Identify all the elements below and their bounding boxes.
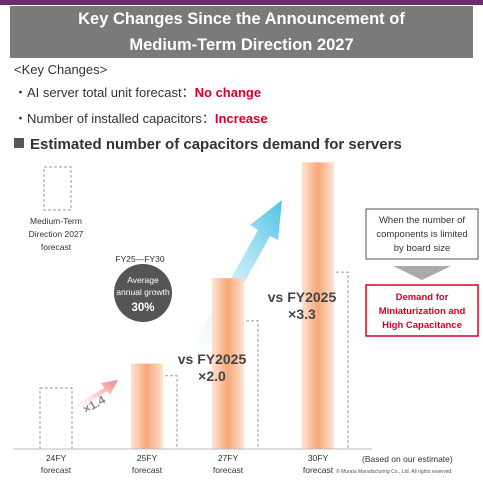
- x-tick-label: 25FY: [137, 453, 158, 463]
- copyright-footer: © Murata Manufacturing Co., Ltd. All rig…: [336, 468, 453, 475]
- multiplier-value: ×2.0: [198, 368, 226, 384]
- key-change-value: Increase: [214, 111, 268, 126]
- growth-circle: [114, 264, 172, 322]
- legend-label-line: forecast: [41, 242, 72, 252]
- info-box: [365, 208, 479, 260]
- info-box-line: components is limited: [376, 229, 467, 240]
- x-tick-label: forecast: [303, 465, 334, 475]
- x-tick-label: forecast: [213, 465, 244, 475]
- x-tick-label: 24FY: [46, 453, 67, 463]
- capacitor-demand-bar: [39, 387, 73, 450]
- section-title: Estimated number of capacitors demand fo…: [14, 136, 402, 153]
- result-box: [365, 284, 479, 337]
- result-box-line: Demand for: [396, 292, 449, 303]
- key-change-value: No change: [194, 85, 262, 100]
- legend-label-line: Medium-Term: [30, 216, 82, 226]
- square-bullet-icon: [14, 138, 24, 148]
- legend-label-line: Direction 2027: [29, 229, 84, 239]
- info-box-line: When the number of: [379, 215, 465, 226]
- x-tick-label: forecast: [132, 465, 163, 475]
- legend-dashed-swatch: [43, 166, 72, 211]
- small-growth-arrow: [70, 380, 118, 412]
- x-tick-label: forecast: [41, 465, 72, 475]
- period-label: FY25—FY30: [115, 254, 164, 264]
- key-changes-heading: <Key Changes>: [14, 62, 108, 77]
- result-box-line: High Capacitance: [382, 320, 462, 331]
- multiplier-label: ×1.4: [80, 392, 108, 416]
- key-change-label: ・Number of installed capacitors：: [14, 111, 215, 126]
- growth-label-line: annual growth: [116, 287, 170, 297]
- annotation-group: 24FY forecast 25FY forecast 27FY forecast 30FY…: [41, 289, 337, 475]
- page-title-box: Key Changes Since the Announcement of Me…: [10, 6, 473, 58]
- growth-label-line: Average: [127, 275, 159, 285]
- x-tick-label: 27FY: [218, 453, 239, 463]
- top-accent-bar: [0, 0, 483, 5]
- section-title-text: Estimated number of capacitors demand fo…: [30, 136, 402, 153]
- key-change-item: ・Number of installed capacitors：Increase: [14, 108, 268, 127]
- page-title-line2: Medium-Term Direction 2027: [129, 36, 354, 54]
- key-change-item: ・AI server total unit forecast：No change: [14, 82, 261, 101]
- down-arrow-icon: [393, 266, 451, 280]
- multiplier-value: ×3.3: [288, 306, 316, 322]
- info-box-line: by board size: [394, 243, 451, 254]
- key-change-label: ・AI server total unit forecast：: [14, 85, 195, 100]
- page-title-line1: Key Changes Since the Announcement of: [78, 10, 405, 28]
- multiplier-label: vs FY2025: [178, 351, 247, 367]
- growth-value: 30%: [131, 302, 154, 314]
- estimate-note: (Based on our estimate): [362, 454, 453, 464]
- capacitor-demand-bar: [131, 363, 163, 449]
- x-tick-label: 30FY: [308, 453, 329, 463]
- multiplier-label: vs FY2025: [268, 289, 337, 305]
- result-box-line: Miniaturization and: [379, 306, 466, 317]
- capacitor-demand-bar: [302, 162, 334, 450]
- capacitor-demand-bar: [212, 278, 244, 449]
